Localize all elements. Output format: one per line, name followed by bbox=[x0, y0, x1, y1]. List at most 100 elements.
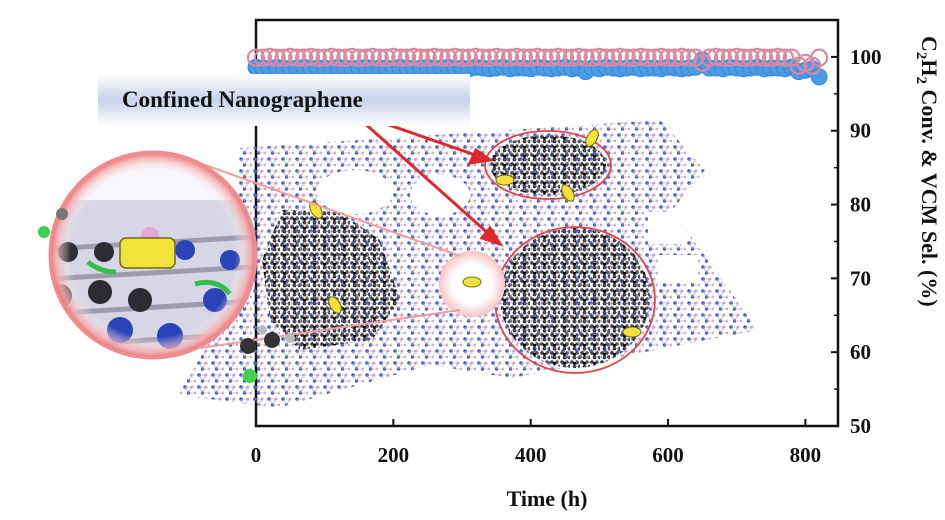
data-point bbox=[576, 48, 595, 67]
data-point bbox=[480, 48, 499, 67]
y-axis-title: C2H2 Conv. & VCM Sel. (%) bbox=[913, 36, 942, 307]
data-point bbox=[446, 47, 465, 67]
data-point bbox=[507, 47, 527, 67]
data-point bbox=[755, 48, 774, 67]
data-point bbox=[624, 48, 643, 67]
acetylene-molecules bbox=[309, 129, 642, 338]
nanographene-patch bbox=[490, 135, 606, 195]
data-point bbox=[583, 48, 602, 67]
nanographene-illustration: Confined Nanographene bbox=[38, 74, 758, 408]
data-points bbox=[246, 47, 829, 86]
x-tick-label: 400 bbox=[515, 443, 547, 467]
data-point bbox=[281, 47, 300, 67]
highlight-circle bbox=[484, 130, 612, 200]
data-point bbox=[528, 47, 547, 67]
data-point bbox=[301, 47, 321, 67]
data-point bbox=[542, 48, 561, 67]
data-point bbox=[411, 48, 430, 67]
data-point bbox=[555, 48, 575, 67]
series-1 bbox=[246, 47, 829, 75]
data-point bbox=[727, 47, 746, 67]
data-point bbox=[713, 48, 733, 67]
y-tick-label: 100 bbox=[850, 45, 882, 69]
y-tick-label: 80 bbox=[850, 193, 871, 217]
data-point bbox=[604, 48, 623, 67]
data-point bbox=[260, 47, 279, 67]
y-tick-label: 50 bbox=[850, 414, 871, 438]
data-point bbox=[404, 47, 424, 67]
data-point bbox=[810, 48, 829, 67]
data-point bbox=[569, 47, 588, 67]
data-point bbox=[473, 48, 492, 67]
callout-background bbox=[98, 74, 470, 126]
data-point bbox=[748, 47, 767, 67]
nanographene-patch bbox=[262, 210, 400, 350]
data-point bbox=[658, 48, 678, 67]
x-tick-label: 0 bbox=[251, 443, 262, 467]
y-tick-label: 70 bbox=[850, 266, 871, 290]
axes: 0 200 400 600 800 50 60 70 80 90 100 Time (h) C2H2 C… bbox=[251, 36, 942, 511]
data-point bbox=[253, 48, 272, 67]
data-point bbox=[597, 48, 616, 67]
data-point bbox=[734, 48, 753, 67]
data-point bbox=[370, 48, 389, 67]
data-point bbox=[425, 47, 444, 67]
data-point bbox=[775, 48, 794, 67]
callout-label: Confined Nanographene bbox=[122, 87, 363, 112]
x-tick-label: 600 bbox=[652, 443, 684, 467]
data-point bbox=[343, 47, 362, 67]
data-point bbox=[329, 48, 348, 67]
data-point bbox=[315, 48, 334, 67]
data-point bbox=[466, 47, 485, 67]
data-point bbox=[391, 48, 410, 67]
data-point bbox=[322, 47, 341, 67]
data-point bbox=[645, 48, 664, 67]
data-point bbox=[741, 48, 760, 67]
data-point bbox=[418, 48, 437, 67]
data-point bbox=[638, 48, 657, 67]
y-tick-label: 90 bbox=[850, 119, 871, 143]
data-point bbox=[363, 47, 382, 67]
data-point bbox=[432, 48, 451, 67]
x-axis-title: Time (h) bbox=[507, 486, 588, 511]
data-point bbox=[246, 48, 266, 67]
data-point bbox=[665, 48, 685, 67]
data-point bbox=[590, 47, 609, 67]
data-point bbox=[521, 48, 540, 67]
data-point bbox=[549, 47, 568, 67]
data-point bbox=[288, 48, 307, 67]
lattice-hole bbox=[317, 170, 393, 214]
data-point bbox=[459, 48, 478, 67]
magnifier-inset bbox=[48, 150, 258, 360]
data-point bbox=[700, 48, 719, 67]
data-point bbox=[631, 47, 650, 67]
data-point bbox=[336, 48, 355, 67]
x-tick-label: 800 bbox=[790, 443, 822, 467]
data-point bbox=[494, 48, 513, 67]
data-point bbox=[535, 48, 554, 67]
nanographene-patch bbox=[500, 228, 650, 368]
data-point bbox=[514, 48, 533, 67]
data-point bbox=[274, 48, 293, 67]
data-point bbox=[768, 47, 788, 67]
data-point bbox=[356, 48, 375, 67]
data-point bbox=[294, 48, 314, 67]
data-point bbox=[652, 47, 671, 67]
data-point bbox=[452, 48, 472, 67]
x-tick-label: 200 bbox=[378, 443, 410, 467]
data-point bbox=[397, 48, 417, 67]
y-tick-label: 60 bbox=[850, 340, 871, 364]
data-point bbox=[562, 48, 582, 67]
data-point bbox=[349, 48, 369, 67]
vcm-molecule bbox=[38, 208, 295, 383]
data-point bbox=[707, 47, 726, 67]
data-point bbox=[267, 48, 286, 67]
data-point bbox=[308, 48, 327, 67]
data-point bbox=[720, 48, 739, 67]
data-point bbox=[610, 47, 630, 67]
data-point bbox=[377, 48, 396, 67]
data-point bbox=[487, 47, 506, 67]
data-point bbox=[500, 48, 520, 67]
lattice-hole bbox=[658, 255, 698, 283]
data-point bbox=[439, 48, 458, 67]
